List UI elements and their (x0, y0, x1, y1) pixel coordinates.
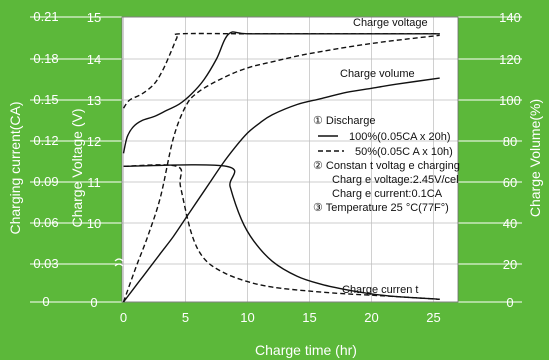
x-axis-title: Charge time (hr) (255, 342, 357, 358)
voltage-tick-label: 14 (87, 52, 101, 67)
series-layer (122, 31, 440, 303)
voltage-tick-label: 15 (87, 10, 101, 25)
current-tick-label: 0.03 (33, 256, 58, 271)
volume-tick-label: 20 (503, 257, 517, 272)
current-tick-label: 0.18 (33, 51, 58, 66)
volume-tick-label: 140 (499, 10, 521, 25)
volume-tick-label: 40 (503, 216, 517, 231)
volume-tick-label: 100 (499, 93, 521, 108)
legend-dashed-label: 50%(0.05C A x 10h) (355, 146, 453, 158)
volume-tick-label: 120 (499, 52, 521, 67)
voltage-curve-dashed (122, 32, 440, 109)
voltage-axis-title: Charge Voltage (V) (69, 108, 85, 227)
legend-current-setting: Charg e current:0.1CA (332, 188, 443, 200)
x-tick-label: 0 (120, 310, 127, 325)
x-tick-label: 25 (426, 310, 440, 325)
charge-volume-label: Charge volume (340, 68, 415, 80)
legend-item-temperature: ③ Temperature 25 °C(77F°) (313, 202, 449, 214)
grid (30, 16, 522, 303)
legend-solid-label: 100%(0.05CA x 20h) (349, 131, 451, 143)
current-tick-label: 0 (42, 294, 49, 309)
volume-tick-label: 0 (506, 295, 513, 310)
current-tick-label: 0.15 (33, 92, 58, 107)
legend: ① Discharge 100%(0.05CA x 20h) 50%(0.05C… (313, 115, 460, 214)
legend-voltage-setting: Charg e voltage:2.45V/cel (332, 174, 459, 186)
x-tick-label: 5 (182, 310, 189, 325)
voltage-tick-label: 11 (87, 175, 101, 190)
current-tick-label: 0.21 (33, 9, 58, 24)
voltage-tick-label: 13 (87, 93, 101, 108)
current-tick-label: 0.09 (33, 174, 58, 189)
volume-curve-solid (122, 77, 440, 303)
current-tick-label: 0.12 (33, 133, 58, 148)
volume-tick-label: 80 (503, 134, 517, 149)
volume-axis-title: Charge Volume(%) (527, 99, 543, 217)
current-curve-dashed (123, 164, 440, 300)
voltage-tick-label: 10 (87, 216, 101, 231)
x-tick-label: 20 (364, 310, 378, 325)
volume-tick-label: 60 (503, 175, 517, 190)
legend-item-charging: ② Constan t voltag e charging (313, 160, 460, 172)
legend-item-discharge: ① Discharge (313, 115, 375, 127)
charge-voltage-label: Charge voltage (353, 17, 428, 29)
current-axis-title: Charging current(CA) (7, 101, 23, 234)
plot-background (122, 17, 458, 302)
axis-break-mark (114, 258, 124, 267)
voltage-tick-label: 0 (90, 295, 97, 310)
current-curve-solid (123, 164, 440, 300)
x-tick-label: 10 (240, 310, 254, 325)
volume-curve-dashed (122, 34, 440, 303)
plot-area (122, 17, 458, 302)
charge-current-label: Charge curren t (342, 284, 418, 296)
tick-labels: 0 0.03 0.06 0.09 0.12 0.15 0.18 0.21 0 10 11 12 13 14… (33, 9, 521, 325)
voltage-tick-label: 12 (87, 134, 101, 149)
current-tick-label: 0.06 (33, 215, 58, 230)
plot-frame (121, 16, 459, 303)
x-tick-label: 15 (302, 310, 316, 325)
